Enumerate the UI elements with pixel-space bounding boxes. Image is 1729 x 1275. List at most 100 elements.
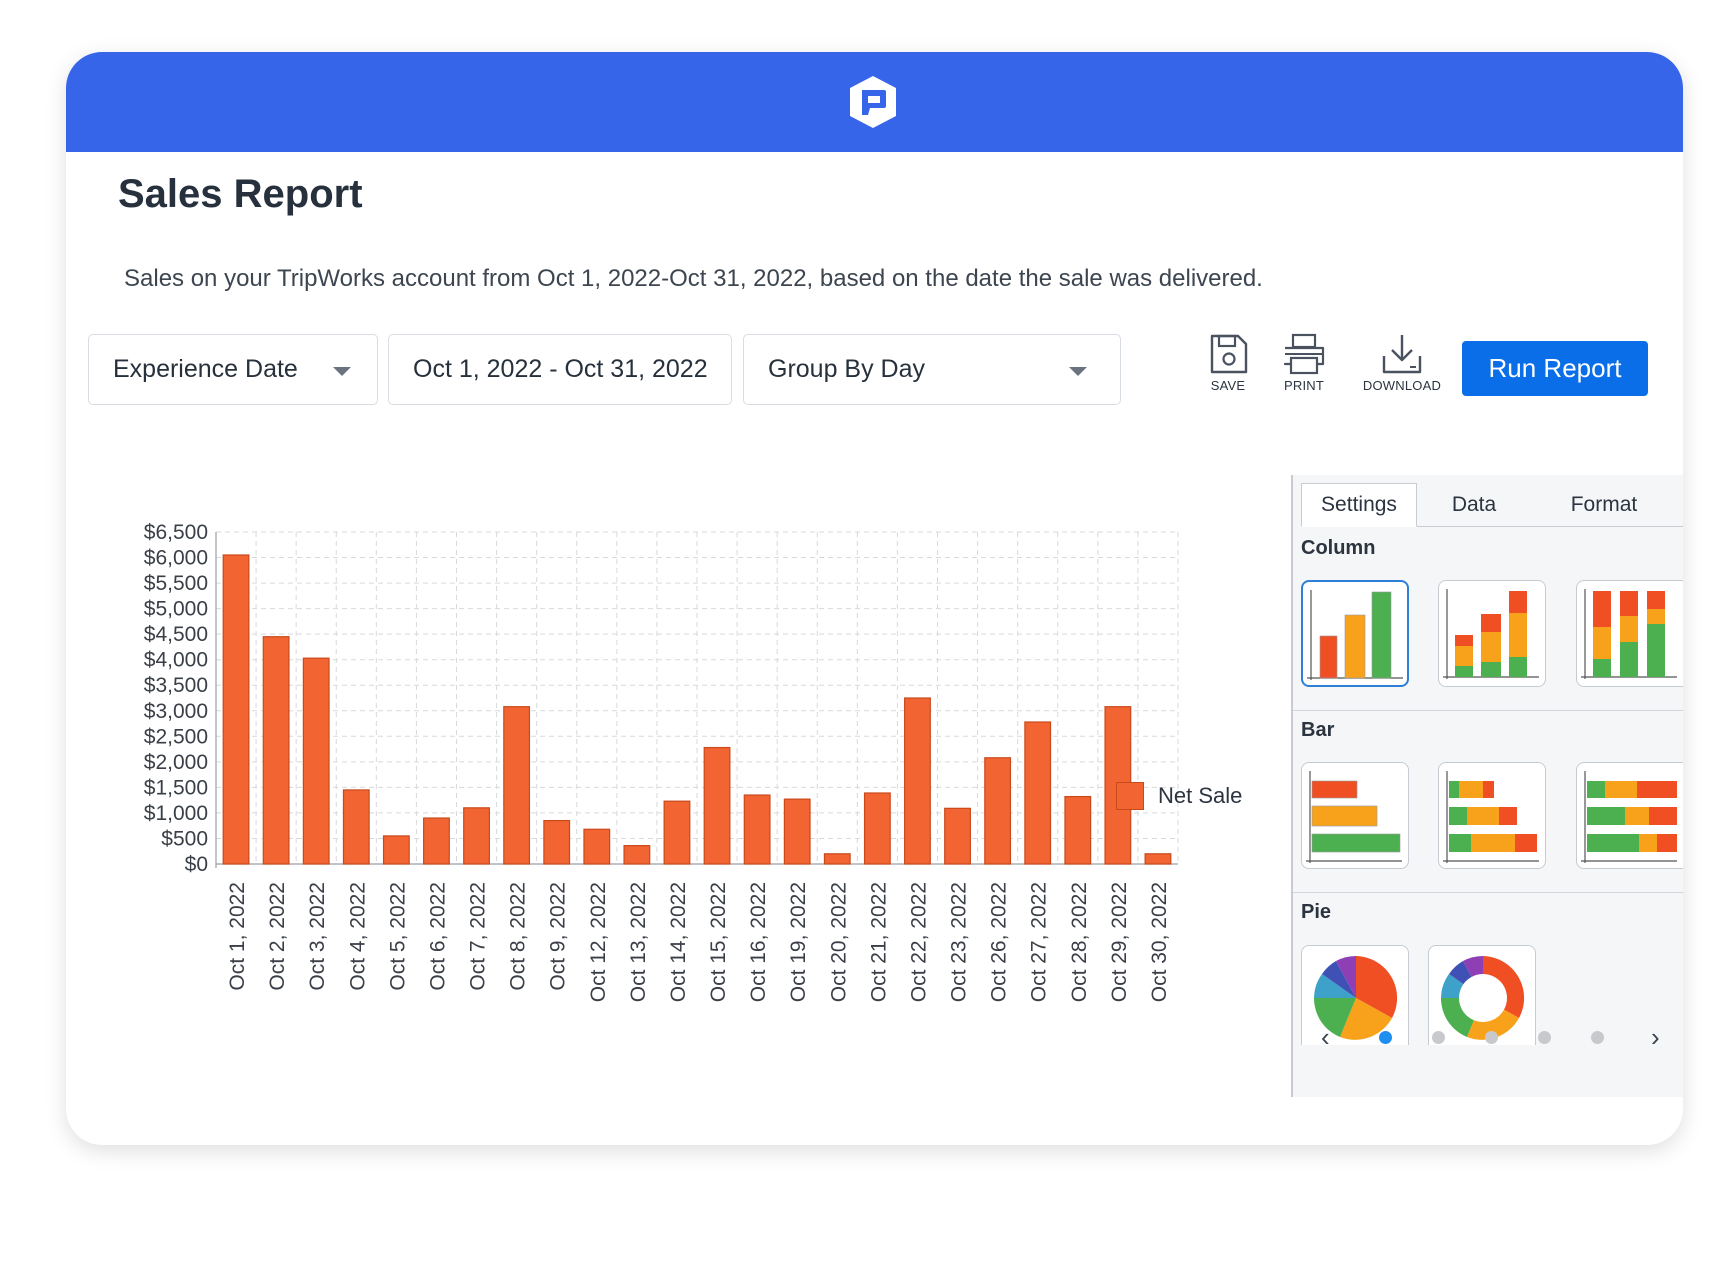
bar[interactable] [984,757,1012,865]
donut-chart-icon [1440,955,1525,1040]
y-tick-label: $2,000 [144,751,208,774]
pager-dot[interactable] [1432,1031,1445,1044]
download-icon [1382,335,1422,374]
download-label: DOWNLOAD [1362,378,1442,393]
pager-dot[interactable] [1591,1031,1604,1044]
bar[interactable] [503,706,531,865]
y-tick-label: $4,500 [144,623,208,646]
x-tick-label: Oct 13, 2022 [627,882,650,1002]
bar[interactable] [543,819,571,865]
chart-legend: Net Sale [1116,782,1242,810]
column-chart-icon [1307,590,1403,680]
bar[interactable] [863,792,891,865]
bar-chart-icon [1306,771,1402,863]
stacked-column-chart-option[interactable] [1438,580,1546,687]
tab-data[interactable]: Data [1451,493,1497,516]
bar[interactable] [1064,795,1092,865]
tripworks-logo-icon [850,76,896,128]
divider [1293,892,1683,893]
x-tick-label: Oct 30, 2022 [1148,882,1171,1002]
bar[interactable] [342,789,370,865]
bar[interactable] [1024,721,1052,865]
percent-bar-chart-option[interactable] [1576,762,1683,869]
date-range-input[interactable]: Oct 1, 2022 - Oct 31, 2022 [388,334,732,405]
stacked-bar-chart-option[interactable] [1438,762,1546,869]
legend-swatch [1116,782,1144,810]
x-tick-label: Oct 26, 2022 [988,882,1011,1002]
print-button[interactable]: PRINT [1272,332,1336,393]
x-tick-label: Oct 6, 2022 [426,882,449,991]
y-tick-label: $1,500 [144,776,208,799]
bar[interactable] [823,853,851,865]
bar[interactable] [463,807,490,865]
chevron-left-icon[interactable]: ‹ [1321,1022,1330,1052]
bar[interactable] [623,845,651,865]
bar-section-title: Bar [1301,719,1335,741]
printer-icon [1283,333,1325,375]
net-sale-bar-chart: $0 $500$1,000 $1,500$2,000 $2,500$3,000 $3,5… [144,521,1179,1002]
run-report-button[interactable]: Run Report [1462,341,1648,396]
page-title: Sales Report [118,172,363,216]
x-tick-label: Oct 23, 2022 [948,882,971,1002]
bar[interactable] [743,794,771,865]
bar[interactable] [904,697,931,865]
y-tick-label: $5,500 [144,572,208,595]
y-tick-label: $500 [161,827,208,850]
pager-dot[interactable] [1485,1031,1498,1044]
column-chart-option[interactable] [1301,580,1409,687]
x-tick-label: Oct 4, 2022 [346,882,369,991]
x-tick-label: Oct 8, 2022 [507,882,530,991]
percent-bar-chart-icon [1581,771,1677,863]
y-tick-label: $0 [185,853,208,876]
x-tick-label: Oct 5, 2022 [386,882,409,991]
bar[interactable] [663,800,691,865]
tab-settings[interactable]: Settings [1301,483,1417,527]
pager-dot[interactable] [1538,1031,1551,1044]
y-tick-label: $6,500 [144,521,208,544]
percent-column-chart-option[interactable] [1576,580,1683,687]
x-tick-label: Oct 12, 2022 [587,882,610,1002]
bar[interactable] [222,554,250,865]
x-tick-label: Oct 21, 2022 [867,882,890,1002]
bar[interactable] [382,835,410,865]
panel-tabs: Settings Data Format [1301,483,1683,527]
y-tick-label: $3,500 [144,674,208,697]
bar[interactable] [583,828,611,865]
stacked-bar-chart-icon [1443,771,1539,863]
x-tick-label: Oct 20, 2022 [827,882,850,1002]
x-tick-label: Oct 14, 2022 [667,882,690,1002]
donut-chart-option[interactable] [1428,945,1536,1045]
bar[interactable] [703,746,731,865]
x-tick-label: Oct 3, 2022 [306,882,329,991]
page-subtitle: Sales on your TripWorks account from Oct… [124,265,1263,292]
report-card: Sales Report Sales on your TripWorks acc… [66,52,1683,1145]
legend-label: Net Sale [1158,783,1243,808]
bar[interactable] [262,636,290,865]
chevron-right-icon[interactable]: › [1651,1022,1660,1052]
x-tick-label: Oct 16, 2022 [747,882,770,1002]
bar[interactable] [944,807,971,865]
y-tick-label: $3,000 [144,700,208,723]
save-button[interactable]: SAVE [1196,332,1260,393]
download-button[interactable]: DOWNLOAD [1352,332,1452,393]
bar[interactable] [302,657,330,865]
bar[interactable] [783,798,811,865]
pie-chart-option[interactable] [1301,945,1409,1045]
bar-chart-option[interactable] [1301,762,1409,869]
bar[interactable] [423,817,450,865]
column-section-title: Column [1301,537,1376,559]
y-tick-label: $1,000 [144,802,208,825]
print-label: PRINT [1284,378,1324,393]
date-type-select[interactable]: Experience Date [88,334,378,405]
x-tick-label: Oct 9, 2022 [547,882,570,991]
x-tick-label: Oct 1, 2022 [226,882,249,991]
tab-format[interactable]: Format [1570,493,1638,516]
save-icon [1210,334,1248,374]
group-by-select[interactable]: Group By Day [743,334,1121,405]
y-tick-label: $5,000 [144,598,208,621]
chevron-down-icon [333,367,351,376]
top-bar [66,52,1683,152]
pager-dot[interactable] [1379,1031,1392,1044]
chevron-down-icon [1069,367,1087,376]
bar[interactable] [1144,853,1172,865]
